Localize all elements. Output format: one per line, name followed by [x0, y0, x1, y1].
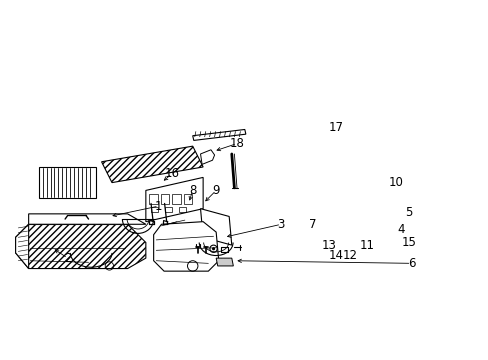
Polygon shape	[153, 222, 218, 271]
Text: 6: 6	[407, 257, 414, 270]
Text: 3: 3	[277, 218, 285, 231]
Text: 15: 15	[401, 236, 415, 249]
Bar	[151, 207, 158, 212]
Text: 2: 2	[64, 252, 71, 265]
Text: 11: 11	[359, 239, 374, 252]
Text: 14: 14	[328, 249, 343, 262]
Polygon shape	[192, 130, 245, 140]
Polygon shape	[16, 224, 29, 269]
Text: 1: 1	[155, 199, 163, 212]
Text: 12: 12	[342, 249, 357, 262]
Text: 18: 18	[229, 137, 244, 150]
Bar	[183, 194, 192, 204]
Text: 4: 4	[397, 223, 404, 236]
Polygon shape	[200, 209, 231, 245]
Polygon shape	[216, 258, 233, 266]
Text: 8: 8	[189, 184, 196, 197]
Polygon shape	[200, 150, 214, 165]
Text: 7: 7	[308, 218, 316, 231]
Bar	[149, 194, 158, 204]
Bar	[179, 207, 186, 212]
Bar	[161, 194, 169, 204]
Polygon shape	[145, 177, 203, 222]
Polygon shape	[29, 214, 145, 224]
Text: 16: 16	[164, 167, 179, 180]
Polygon shape	[16, 224, 145, 269]
Text: 5: 5	[405, 206, 412, 219]
Text: 10: 10	[387, 176, 403, 189]
Text: 9: 9	[212, 184, 220, 197]
Text: 17: 17	[328, 121, 343, 134]
Bar	[165, 207, 172, 212]
Polygon shape	[102, 146, 203, 183]
Circle shape	[212, 247, 215, 250]
Text: 13: 13	[321, 239, 336, 252]
Polygon shape	[39, 167, 96, 198]
Bar	[172, 194, 181, 204]
Polygon shape	[29, 219, 127, 224]
